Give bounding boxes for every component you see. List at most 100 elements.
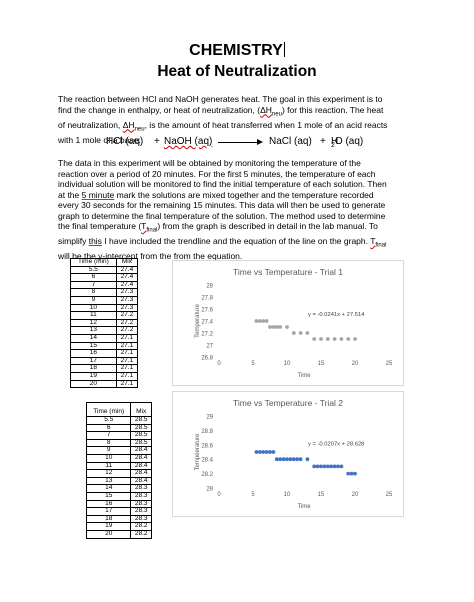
mix-cell: 27.1 bbox=[115, 371, 139, 381]
time-cell: 20 bbox=[70, 379, 117, 389]
data-point bbox=[305, 457, 310, 462]
y-tick-label: 28.6 bbox=[201, 443, 213, 449]
table-header: Time (min) bbox=[85, 402, 132, 417]
subscript: neu bbox=[271, 111, 282, 118]
x-tick-label: 0 bbox=[217, 361, 221, 367]
mix-cell: 28.4 bbox=[130, 453, 152, 463]
text-cursor bbox=[283, 42, 285, 57]
chart-trial-2: Time vs Temperature - Trial 2 28 28.2 28.4 2… bbox=[172, 391, 404, 517]
body-line: The data in this experiment will be obta… bbox=[58, 158, 361, 168]
time-cell: 15 bbox=[85, 491, 132, 501]
reaction-arrow bbox=[218, 142, 260, 143]
data-point bbox=[268, 450, 272, 454]
chart-title: Time vs Temperature - Trial 1 bbox=[233, 267, 343, 277]
intro-line: of neutralization, ΔHneu, is the amount … bbox=[58, 120, 424, 135]
delta-h-symbol: ΔHneu bbox=[260, 105, 282, 118]
title-text: CHEMISTRY bbox=[189, 42, 283, 59]
data-point bbox=[288, 457, 293, 462]
time-cell: 14 bbox=[70, 333, 117, 343]
data-point bbox=[336, 464, 340, 469]
text-run: T bbox=[141, 221, 147, 231]
data-point bbox=[261, 319, 266, 323]
y-tick-label: 27.2 bbox=[201, 332, 213, 338]
data-point bbox=[291, 457, 296, 462]
y-axis-title: Tempeerature bbox=[195, 433, 201, 471]
x-tick-label: 25 bbox=[386, 492, 393, 498]
text-run: at the bbox=[58, 189, 82, 200]
data-point bbox=[295, 457, 300, 462]
data-point bbox=[325, 337, 330, 341]
text-run: simplify bbox=[58, 236, 89, 247]
reactant-hcl: HCl (aq) bbox=[106, 136, 144, 147]
data-point bbox=[264, 319, 269, 323]
trendline-equation: y = -0.0207x + 28.628 bbox=[308, 441, 364, 447]
data-point bbox=[261, 450, 266, 454]
body-line: will be the y-intercept from the from th… bbox=[58, 251, 243, 262]
table-header: Time (min) bbox=[70, 258, 117, 267]
x-tick-label: 5 bbox=[251, 361, 255, 367]
table-header: Mix bbox=[130, 402, 152, 417]
data-point bbox=[319, 337, 323, 341]
product-nacl: NaCl (aq) bbox=[269, 136, 312, 147]
data-point bbox=[274, 457, 279, 462]
data-point bbox=[285, 457, 289, 462]
x-tick-label: 20 bbox=[352, 361, 359, 367]
intro-line: The reaction between HCl and NaOH genera… bbox=[58, 94, 383, 104]
mix-cell: 28.3 bbox=[130, 491, 152, 501]
y-tick-label: 27.8 bbox=[201, 296, 213, 302]
data-point bbox=[329, 464, 334, 469]
data-point bbox=[264, 450, 269, 454]
table-row: 19 27.1 bbox=[70, 371, 139, 381]
t-final-symbol: Tfinal bbox=[141, 221, 157, 234]
data-point bbox=[305, 331, 310, 335]
data-point bbox=[298, 331, 303, 335]
text-run: of neutralization, bbox=[58, 119, 123, 130]
table-row: 9 27.3 bbox=[70, 295, 139, 305]
data-point bbox=[332, 337, 337, 341]
delta-h-symbol: ΔHneu bbox=[122, 119, 145, 133]
data-point bbox=[257, 450, 262, 454]
data-point bbox=[353, 337, 357, 341]
data-point bbox=[339, 337, 344, 341]
data-point bbox=[346, 471, 351, 476]
x-tick-label: 15 bbox=[318, 492, 325, 498]
data-point bbox=[271, 450, 276, 454]
data-point bbox=[312, 337, 317, 341]
plus-sign: + bbox=[320, 136, 326, 147]
data-point bbox=[281, 457, 286, 462]
table-row: 10 28.4 bbox=[85, 453, 152, 463]
time-cell: 5.5 bbox=[85, 416, 132, 425]
trendline-equation: y = -0.0241x + 27.514 bbox=[308, 312, 365, 318]
y-axis-title: Temperature bbox=[195, 303, 201, 337]
mix-cell: 27.1 bbox=[115, 333, 139, 343]
table-row: 20 28.2 bbox=[85, 529, 152, 539]
y-tick-label: 28.8 bbox=[201, 429, 213, 435]
y-tick-label: 28.2 bbox=[201, 472, 213, 478]
data-point bbox=[254, 319, 259, 323]
data-point bbox=[325, 464, 330, 469]
reactant-naoh: NaOH (aq) bbox=[164, 136, 213, 147]
text-run: mark the solutions are mixed together an… bbox=[114, 189, 374, 200]
data-point bbox=[322, 464, 327, 469]
underlined-text: 5 minute bbox=[81, 189, 115, 200]
text-run: find the change in enthalpy, or heat of … bbox=[58, 104, 261, 115]
data-point bbox=[353, 471, 357, 476]
x-axis-title: Time bbox=[297, 504, 311, 510]
text-run: H bbox=[331, 136, 339, 147]
intro-paragraph: The reaction between HCl and NaOH genera… bbox=[58, 94, 424, 145]
chart-trial-1-svg: Time vs Temperature - Trial 1 26.8 27 27.2 2… bbox=[195, 267, 393, 379]
x-tick-label: 15 bbox=[318, 361, 325, 367]
chart-trial-2-svg: Time vs Temperature - Trial 2 28 28.2 28.4 2… bbox=[195, 398, 393, 510]
data-point bbox=[291, 331, 296, 335]
subscript: neu bbox=[134, 126, 145, 133]
data-point bbox=[312, 464, 317, 469]
table-header: Mix bbox=[115, 258, 139, 267]
text-run: ΔH bbox=[122, 119, 135, 130]
chart-title: Time vs Temperature - Trial 2 bbox=[233, 398, 343, 408]
time-cell: 9 bbox=[70, 295, 117, 305]
intro-line: with 1 mole of a base. bbox=[58, 134, 141, 145]
body-line: at the 5 minute mark the solutions are m… bbox=[58, 190, 424, 201]
data-point bbox=[278, 325, 283, 329]
